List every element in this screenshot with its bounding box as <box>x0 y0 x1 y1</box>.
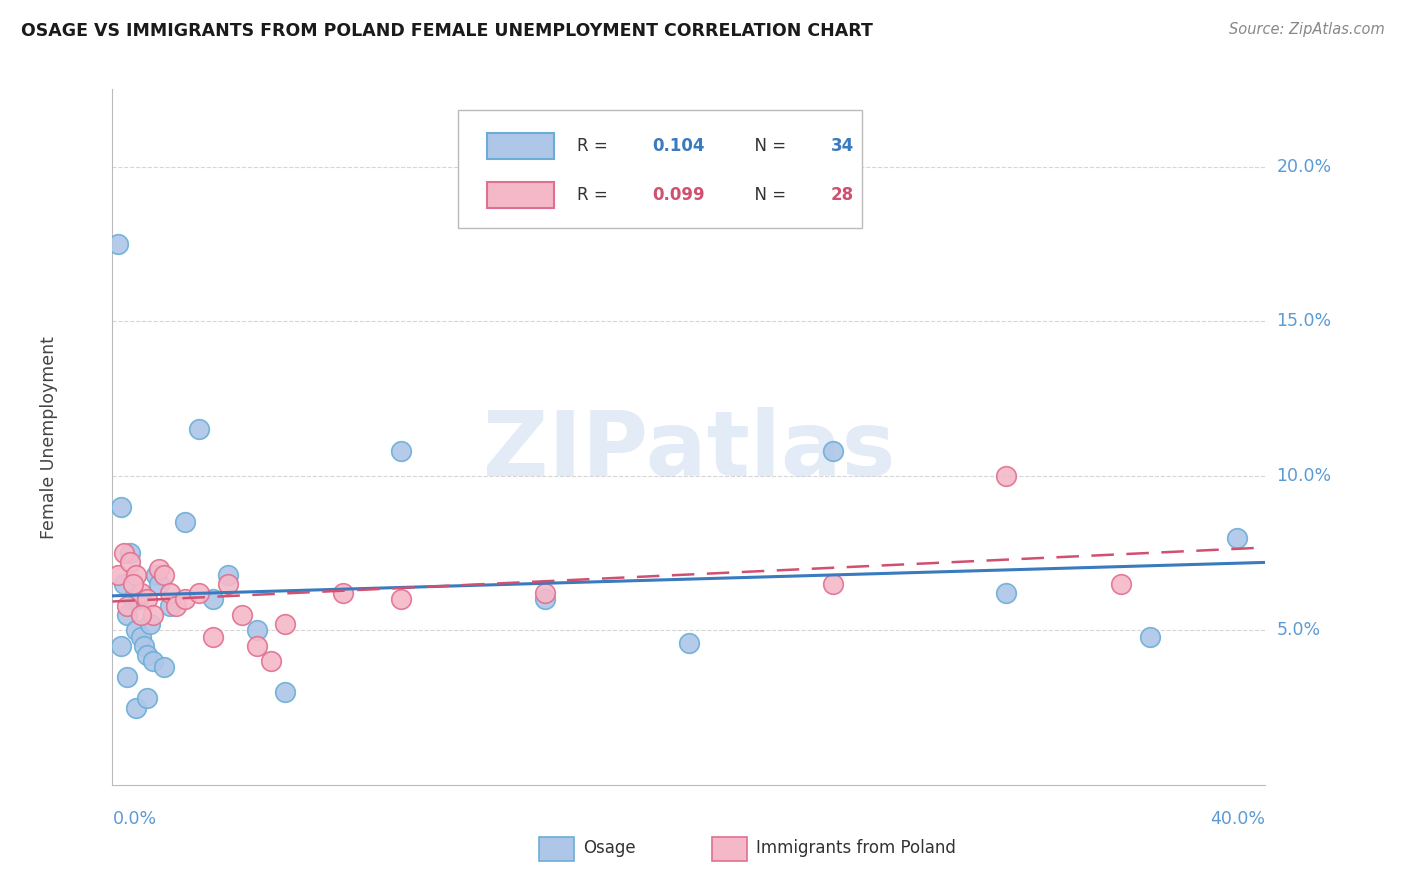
Point <box>153 567 176 582</box>
FancyBboxPatch shape <box>486 133 554 159</box>
Point <box>260 654 283 668</box>
Point <box>1139 630 1161 644</box>
Point <box>1226 531 1249 545</box>
Text: Source: ZipAtlas.com: Source: ZipAtlas.com <box>1229 22 1385 37</box>
Text: 5.0%: 5.0% <box>1277 622 1320 640</box>
Point <box>134 639 156 653</box>
Text: Immigrants from Poland: Immigrants from Poland <box>756 838 956 856</box>
Point <box>821 444 844 458</box>
Text: N =: N = <box>744 136 792 154</box>
Text: 10.0%: 10.0% <box>1277 467 1331 484</box>
Point <box>274 685 297 699</box>
Point <box>124 700 146 714</box>
Text: 15.0%: 15.0% <box>1277 312 1331 330</box>
FancyBboxPatch shape <box>458 110 862 228</box>
Point <box>231 607 253 622</box>
Point <box>159 586 181 600</box>
Point <box>124 567 146 582</box>
Point <box>389 592 412 607</box>
Point <box>129 630 153 644</box>
Text: 0.099: 0.099 <box>652 186 704 204</box>
Point <box>995 586 1018 600</box>
Point <box>107 567 129 582</box>
Point <box>136 592 159 607</box>
Text: 0.0%: 0.0% <box>112 810 156 828</box>
Point <box>136 648 159 662</box>
Point <box>188 422 211 436</box>
Point <box>110 639 132 653</box>
Point <box>389 444 412 458</box>
Point <box>533 592 555 607</box>
Point <box>678 636 700 650</box>
Text: 28: 28 <box>831 186 853 204</box>
Point <box>533 586 555 600</box>
Text: R =: R = <box>576 136 613 154</box>
Text: Osage: Osage <box>583 838 636 856</box>
Point <box>202 592 225 607</box>
Point <box>153 660 176 674</box>
Point <box>139 617 162 632</box>
Point <box>115 607 138 622</box>
Point <box>129 586 153 600</box>
Text: 40.0%: 40.0% <box>1211 810 1265 828</box>
Text: ZIPatlas: ZIPatlas <box>482 407 896 495</box>
Point <box>118 546 141 560</box>
Point <box>274 617 297 632</box>
Text: R =: R = <box>576 186 613 204</box>
Point <box>115 670 138 684</box>
Point <box>821 577 844 591</box>
Point <box>159 599 181 613</box>
Point <box>121 577 143 591</box>
Point <box>173 515 195 529</box>
Point <box>127 592 149 607</box>
FancyBboxPatch shape <box>538 837 574 862</box>
Point <box>124 624 146 638</box>
Point <box>202 630 225 644</box>
Point <box>142 607 165 622</box>
Text: N =: N = <box>744 186 792 204</box>
Point <box>217 577 239 591</box>
Point <box>112 546 135 560</box>
Point <box>148 577 170 591</box>
Point <box>245 624 267 638</box>
Point <box>115 599 138 613</box>
Text: OSAGE VS IMMIGRANTS FROM POLAND FEMALE UNEMPLOYMENT CORRELATION CHART: OSAGE VS IMMIGRANTS FROM POLAND FEMALE U… <box>21 22 873 40</box>
Point <box>995 468 1018 483</box>
Point <box>136 691 159 706</box>
Point <box>188 586 211 600</box>
Point <box>121 592 143 607</box>
Point <box>245 639 267 653</box>
Point <box>173 592 195 607</box>
FancyBboxPatch shape <box>486 182 554 208</box>
FancyBboxPatch shape <box>711 837 747 862</box>
Point <box>112 577 135 591</box>
Text: 34: 34 <box>831 136 853 154</box>
Point <box>1111 577 1133 591</box>
Point <box>332 586 354 600</box>
Point <box>118 555 141 569</box>
Point <box>142 654 165 668</box>
Point <box>145 567 167 582</box>
Point <box>148 561 170 575</box>
Point <box>129 607 153 622</box>
Point <box>110 500 132 514</box>
Text: 20.0%: 20.0% <box>1277 158 1331 176</box>
Point <box>217 567 239 582</box>
Text: 0.104: 0.104 <box>652 136 704 154</box>
Text: Female Unemployment: Female Unemployment <box>39 335 58 539</box>
Point <box>107 236 129 251</box>
Point <box>165 599 187 613</box>
